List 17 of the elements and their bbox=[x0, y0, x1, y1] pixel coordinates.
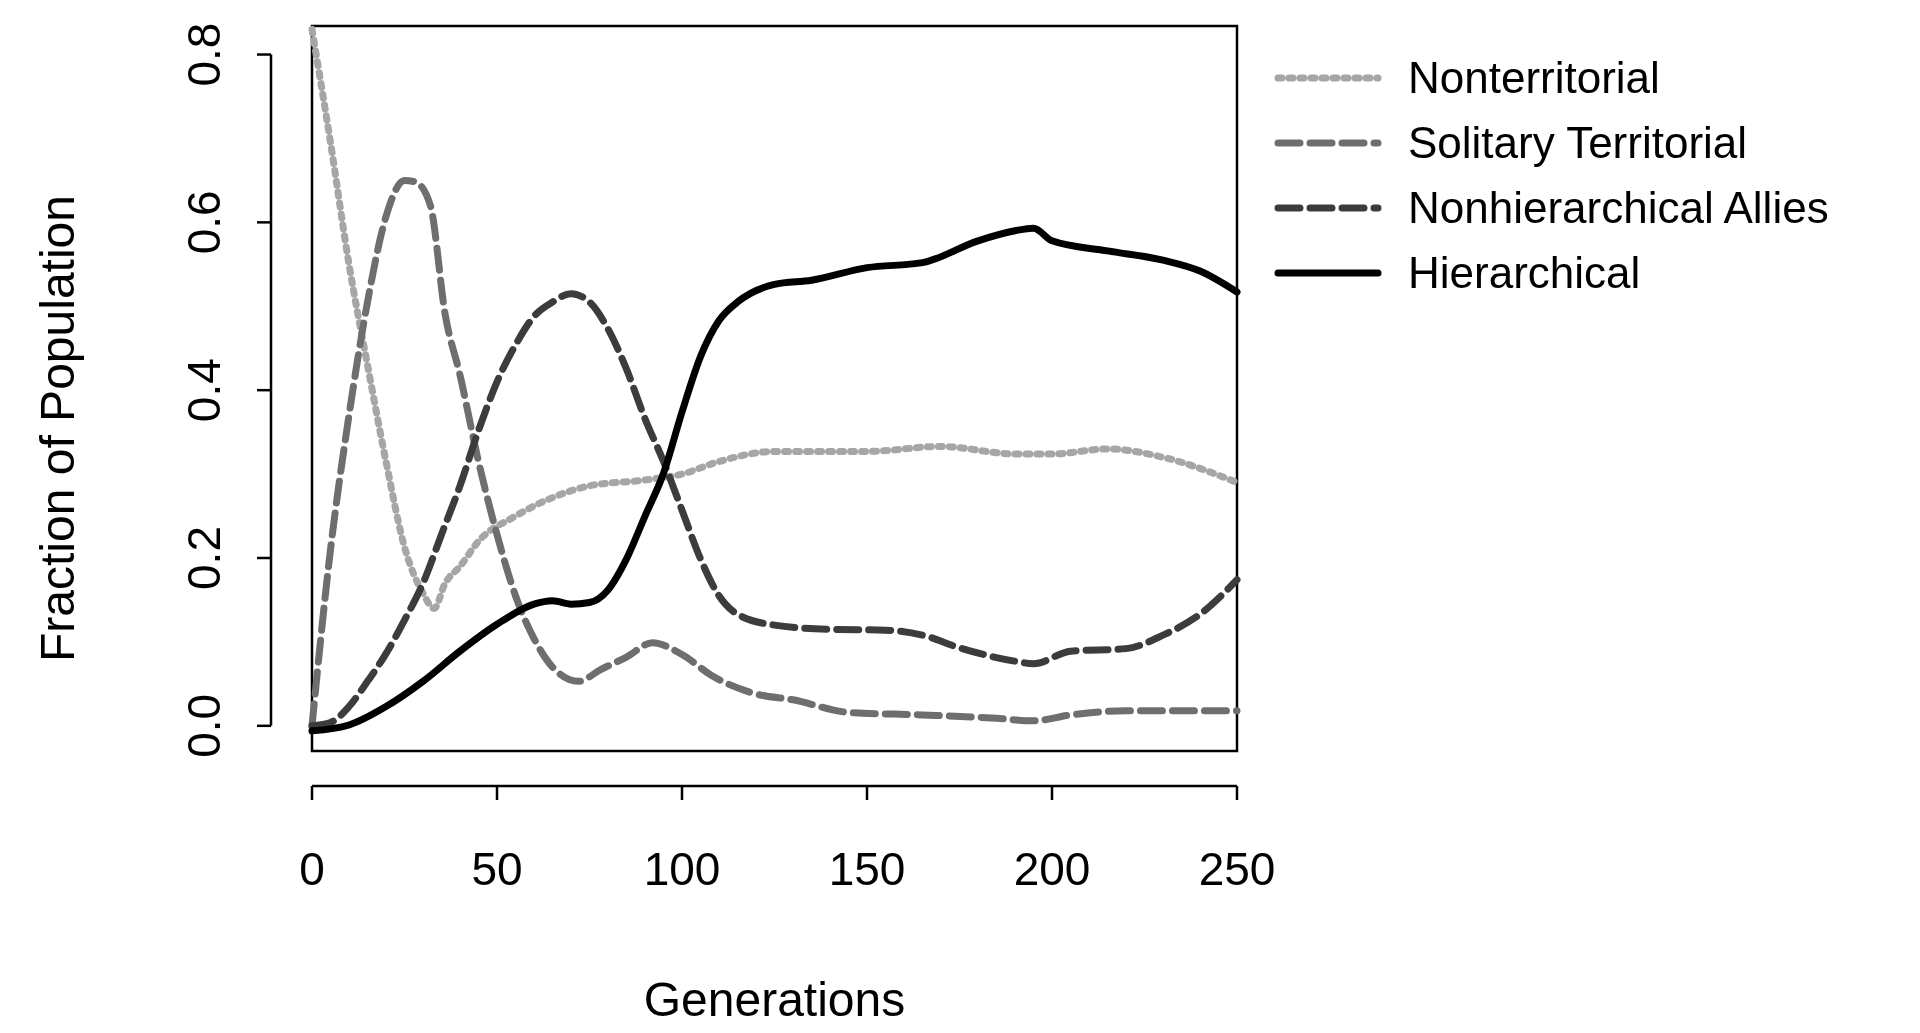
y-tick-label: 0.2 bbox=[178, 526, 230, 590]
x-axis-title: Generations bbox=[643, 973, 906, 1026]
x-tick-label: 150 bbox=[828, 843, 906, 895]
x-tick-label: 200 bbox=[1013, 843, 1091, 895]
y-tick-label: 0.0 bbox=[178, 693, 230, 758]
y-axis-title: Fraction of Population bbox=[31, 195, 84, 662]
x-tick-label: 50 bbox=[471, 843, 523, 895]
y-tick-label: 0.6 bbox=[178, 190, 230, 255]
legend-label: Nonterritorial bbox=[1408, 53, 1660, 102]
legend-label: Hierarchical bbox=[1408, 248, 1641, 297]
legend-label: Solitary Territorial bbox=[1408, 118, 1748, 167]
x-tick-label: 100 bbox=[643, 843, 721, 895]
x-tick-label: 250 bbox=[1198, 843, 1276, 895]
y-tick-label: 0.4 bbox=[178, 358, 230, 423]
legend-label: Nonhierarchical Allies bbox=[1408, 183, 1829, 232]
x-tick-label: 0 bbox=[299, 843, 325, 895]
y-tick-label: 0.8 bbox=[178, 22, 230, 87]
